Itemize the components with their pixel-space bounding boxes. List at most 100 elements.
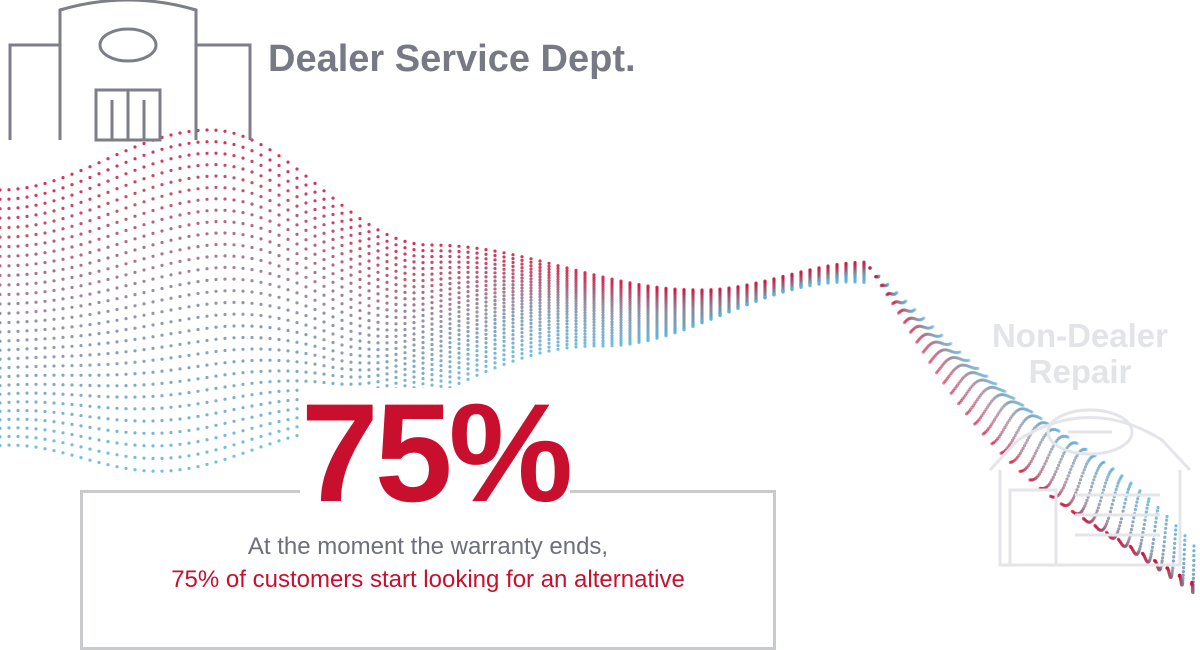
wave-dot (25, 356, 29, 360)
wave-dot (16, 391, 20, 395)
wave-dot (484, 304, 488, 308)
wave-dot (268, 390, 272, 394)
wave-dot (124, 418, 128, 422)
wave-dot (196, 140, 200, 144)
wave-dot (142, 383, 146, 387)
wave-dot (538, 259, 542, 263)
wave-dot (205, 278, 209, 282)
wave-dot (61, 186, 65, 190)
wave-dot (115, 453, 119, 457)
wave-dot (520, 343, 524, 347)
wave-dot (868, 266, 872, 270)
wave-dot (151, 197, 155, 201)
wave-dot (908, 316, 912, 320)
wave-dot (106, 417, 110, 421)
wave-dot (61, 441, 65, 445)
wave-dot (781, 290, 785, 294)
wave-dot (358, 346, 362, 350)
wave-dot (241, 255, 245, 259)
wave-dot (673, 331, 677, 335)
non-dealer-building-icon (988, 408, 1192, 567)
wave-dot (529, 292, 533, 296)
wave-dot (547, 261, 551, 265)
wave-dot (52, 179, 56, 183)
wave-dot (529, 333, 533, 337)
wave-dot (178, 342, 182, 346)
wave-dot (7, 330, 11, 334)
wave-dot (892, 292, 897, 296)
wave-dot (268, 272, 272, 276)
wave-dot (97, 226, 101, 231)
wave-dot (895, 290, 899, 294)
wave-dot (916, 339, 920, 343)
wave-dot (1016, 428, 1020, 432)
wave-dot (277, 369, 281, 373)
wave-dot (16, 443, 20, 447)
wave-dot (241, 233, 245, 237)
wave-dot (511, 290, 515, 294)
wave-dot (115, 198, 119, 202)
wave-dot (938, 341, 942, 345)
wave-dot (948, 373, 952, 377)
wave-dot (610, 341, 614, 345)
wave-dot (448, 287, 452, 291)
wave-dot (466, 317, 470, 321)
wave-dot (905, 308, 909, 313)
wave-dot (1144, 510, 1148, 514)
wave-dot (1097, 502, 1101, 507)
wave-dot (214, 337, 218, 341)
wave-dot (61, 354, 65, 358)
wave-dot (628, 318, 632, 322)
wave-dot (1066, 474, 1070, 478)
wave-dot (511, 329, 515, 333)
wave-dot (949, 391, 953, 395)
wave-dot (0, 409, 2, 413)
wave-dot (331, 246, 335, 250)
wave-dot (475, 373, 479, 377)
wave-dot (421, 340, 425, 345)
wave-dot (259, 402, 263, 406)
wave-dot (205, 255, 209, 259)
wave-dot (367, 361, 371, 365)
wave-dot (25, 409, 29, 413)
wave-dot (466, 338, 470, 343)
wave-dot (34, 409, 38, 413)
wave-dot (601, 333, 605, 337)
wave-dot (1109, 506, 1113, 510)
wave-dot (124, 251, 128, 255)
wave-dot (876, 275, 880, 279)
wave-dot (61, 267, 65, 271)
wave-dot (565, 301, 569, 305)
wave-dot (601, 319, 605, 323)
wave-dot (484, 248, 488, 252)
wave-dot (277, 264, 281, 268)
wave-dot (259, 391, 263, 395)
wave-dot (881, 283, 885, 287)
wave-dot (909, 309, 913, 313)
wave-dot (25, 205, 29, 209)
wave-dot (322, 206, 326, 210)
wave-dot (268, 229, 272, 234)
wave-dot (178, 379, 182, 383)
wave-dot (331, 315, 335, 319)
wave-dot (133, 214, 137, 218)
stat-line-highlight: 75% of customers start looking for an al… (171, 566, 685, 593)
wave-dot (367, 340, 371, 344)
wave-dot (178, 430, 182, 434)
wave-dot (259, 336, 263, 340)
wave-dot (196, 389, 200, 393)
wave-dot (259, 369, 263, 373)
wave-dot (808, 284, 812, 288)
wave-dot (610, 314, 614, 318)
wave-dot (592, 338, 596, 342)
wave-dot (331, 365, 335, 369)
wave-dot (169, 344, 173, 348)
wave-dot (457, 244, 461, 248)
wave-dot (394, 358, 398, 362)
wave-dot (268, 168, 272, 172)
wave-dot (502, 327, 506, 331)
wave-dot (376, 277, 380, 282)
wave-dot (547, 301, 551, 305)
wave-dot (475, 297, 479, 301)
wave-dot (538, 275, 542, 279)
